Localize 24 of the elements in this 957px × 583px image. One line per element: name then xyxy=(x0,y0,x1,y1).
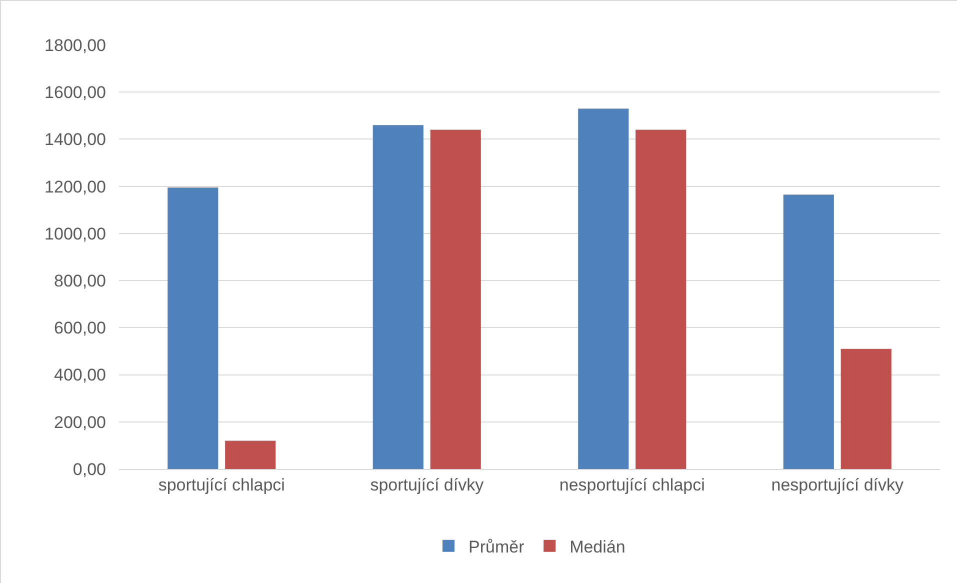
x-tick-label: sportující chlapci xyxy=(158,475,285,494)
y-tick-label: 1600,00 xyxy=(44,83,106,102)
x-tick-label: nesportující chlapci xyxy=(559,475,705,494)
bar xyxy=(168,188,218,469)
y-tick-label: 1000,00 xyxy=(44,224,106,244)
bar xyxy=(840,348,892,469)
legend-label: Medián xyxy=(570,538,626,557)
x-tick-label: nesportující dívky xyxy=(771,475,904,494)
x-tick-label: sportující dívky xyxy=(370,475,484,494)
y-tick-label: 800,00 xyxy=(54,272,106,291)
y-tick-label: 1400,00 xyxy=(44,130,106,150)
legend-label: Průměr xyxy=(468,538,525,557)
bar xyxy=(225,440,276,469)
bar xyxy=(430,130,481,469)
bar xyxy=(783,194,834,469)
y-tick-label: 600,00 xyxy=(54,318,106,338)
y-tick-label: 0,00 xyxy=(72,460,106,479)
y-tick-label: 1200,00 xyxy=(44,177,106,196)
bar xyxy=(636,130,686,469)
bar xyxy=(372,125,424,469)
y-tick-label: 200,00 xyxy=(54,412,106,432)
y-tick-label: 400,00 xyxy=(54,366,106,385)
bar xyxy=(578,108,629,469)
y-tick-label: 1800,00 xyxy=(44,36,106,55)
